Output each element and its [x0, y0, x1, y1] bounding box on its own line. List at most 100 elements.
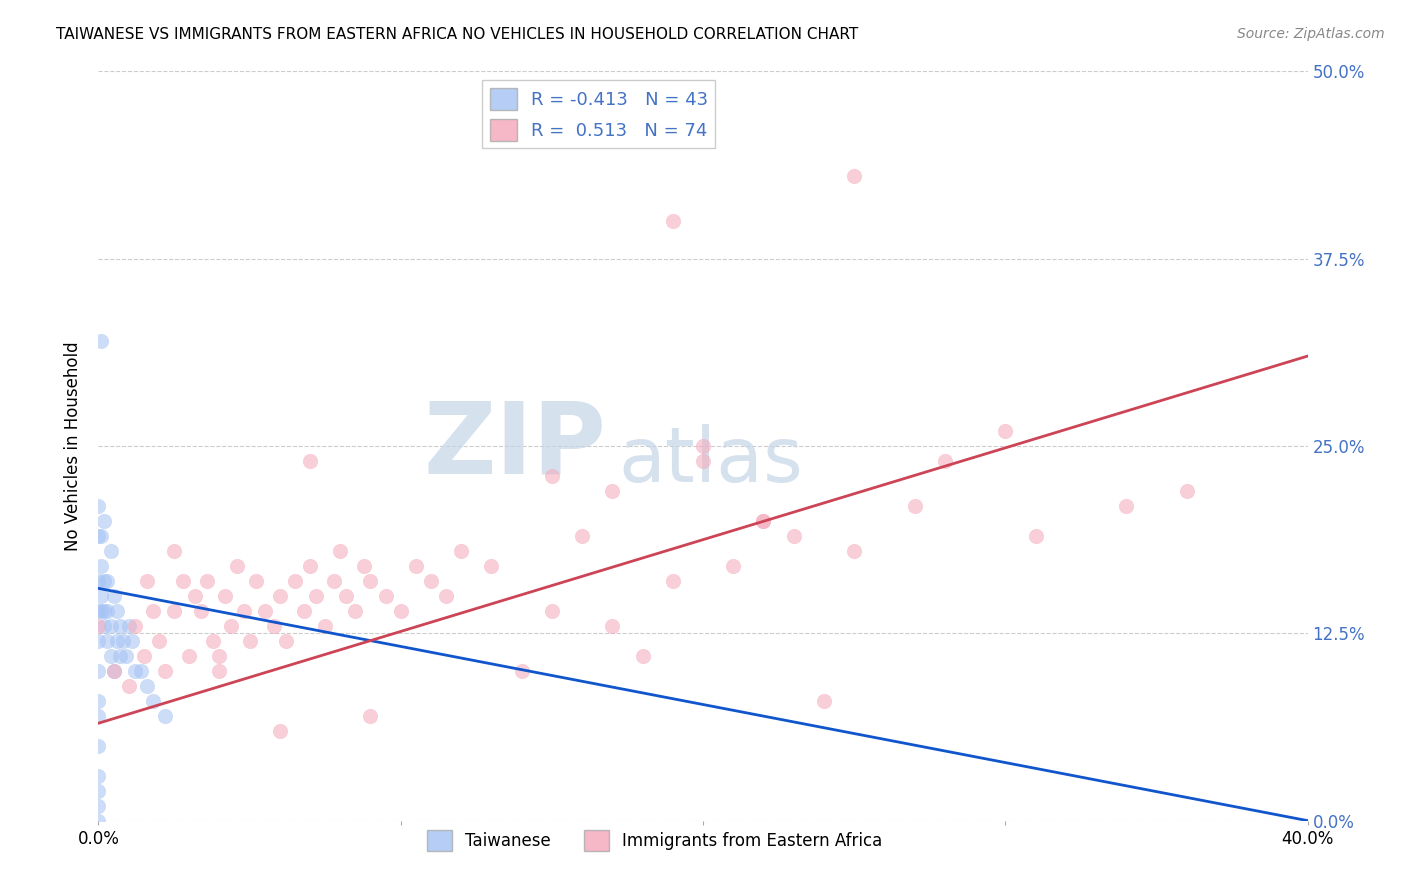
Point	[184, 589, 207, 603]
Point	[305, 589, 328, 603]
Point	[87, 814, 110, 828]
Point	[214, 589, 236, 603]
Point	[142, 604, 165, 618]
Point	[269, 723, 291, 738]
Point	[108, 619, 131, 633]
Point	[87, 604, 110, 618]
Point	[1175, 483, 1198, 498]
Point	[195, 574, 218, 588]
Point	[153, 664, 176, 678]
Point	[239, 633, 262, 648]
Point	[172, 574, 194, 588]
Point	[783, 529, 806, 543]
Point	[1024, 529, 1046, 543]
Point	[135, 574, 157, 588]
Point	[274, 633, 297, 648]
Point	[571, 529, 593, 543]
Point	[360, 574, 382, 588]
Point	[420, 574, 443, 588]
Legend: Taiwanese, Immigrants from Eastern Africa: Taiwanese, Immigrants from Eastern Afric…	[420, 823, 890, 857]
Point	[631, 648, 654, 663]
Point	[253, 604, 276, 618]
Point	[108, 648, 131, 663]
Text: atlas: atlas	[619, 424, 803, 498]
Point	[661, 214, 683, 228]
Point	[90, 604, 112, 618]
Point	[661, 574, 683, 588]
Point	[93, 619, 115, 633]
Point	[105, 604, 128, 618]
Point	[87, 529, 110, 543]
Point	[360, 708, 382, 723]
Point	[752, 514, 775, 528]
Point	[353, 558, 375, 573]
Point	[87, 574, 110, 588]
Point	[934, 454, 956, 468]
Point	[602, 619, 624, 633]
Y-axis label: No Vehicles in Household: No Vehicles in Household	[65, 341, 83, 551]
Point	[93, 604, 115, 618]
Point	[87, 783, 110, 797]
Point	[87, 798, 110, 813]
Point	[226, 558, 249, 573]
Point	[450, 544, 472, 558]
Point	[118, 679, 141, 693]
Point	[90, 334, 112, 348]
Point	[752, 514, 775, 528]
Point	[540, 469, 562, 483]
Point	[269, 589, 291, 603]
Point	[132, 648, 155, 663]
Point	[190, 604, 212, 618]
Point	[723, 558, 745, 573]
Point	[90, 529, 112, 543]
Point	[142, 694, 165, 708]
Point	[263, 619, 285, 633]
Point	[163, 604, 186, 618]
Point	[344, 604, 367, 618]
Point	[540, 604, 562, 618]
Point	[87, 739, 110, 753]
Point	[904, 499, 927, 513]
Point	[299, 558, 322, 573]
Point	[292, 604, 315, 618]
Point	[1115, 499, 1137, 513]
Point	[434, 589, 457, 603]
Point	[103, 664, 125, 678]
Point	[114, 648, 136, 663]
Point	[232, 604, 254, 618]
Point	[87, 694, 110, 708]
Point	[100, 648, 122, 663]
Point	[208, 648, 231, 663]
Point	[103, 664, 125, 678]
Point	[202, 633, 225, 648]
Point	[118, 619, 141, 633]
Point	[124, 664, 146, 678]
Point	[389, 604, 412, 618]
Point	[87, 619, 110, 633]
Point	[323, 574, 346, 588]
Point	[87, 633, 110, 648]
Point	[87, 499, 110, 513]
Text: ZIP: ZIP	[423, 398, 606, 494]
Point	[93, 514, 115, 528]
Point	[87, 708, 110, 723]
Point	[844, 544, 866, 558]
Point	[105, 633, 128, 648]
Point	[481, 558, 503, 573]
Text: Source: ZipAtlas.com: Source: ZipAtlas.com	[1237, 27, 1385, 41]
Point	[299, 454, 322, 468]
Point	[111, 633, 134, 648]
Point	[100, 619, 122, 633]
Point	[510, 664, 533, 678]
Point	[994, 424, 1017, 438]
Point	[221, 619, 243, 633]
Point	[179, 648, 201, 663]
Point	[87, 769, 110, 783]
Point	[96, 633, 118, 648]
Point	[153, 708, 176, 723]
Point	[96, 604, 118, 618]
Point	[103, 589, 125, 603]
Point	[329, 544, 352, 558]
Point	[208, 664, 231, 678]
Point	[163, 544, 186, 558]
